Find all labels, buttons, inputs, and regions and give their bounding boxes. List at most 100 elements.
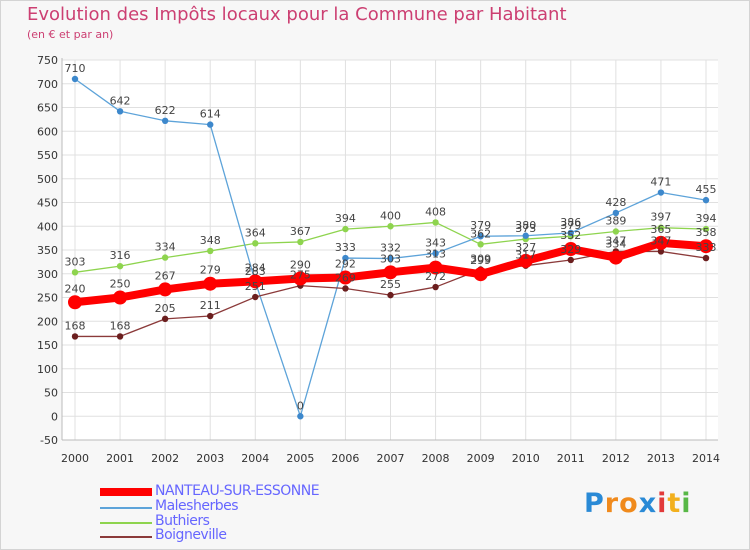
x-tick-label: 2006	[331, 452, 359, 465]
chart-subtitle: (en € et par an)	[27, 28, 114, 41]
data-point-buthiers	[252, 240, 259, 247]
data-point-malesherbes	[297, 413, 304, 420]
data-point-buthiers	[297, 238, 304, 246]
y-tick-label: 200	[37, 315, 58, 328]
data-label-nanteau: 250	[110, 278, 131, 291]
x-tick-label: 2011	[557, 452, 585, 465]
logo-letter: x	[638, 488, 658, 519]
data-point-malesherbes	[387, 255, 394, 262]
logo-letter: t	[667, 488, 682, 519]
data-point-nanteau	[293, 271, 308, 286]
y-tick-label: 650	[37, 102, 58, 115]
data-point-nanteau	[608, 250, 623, 265]
data-point-buthiers	[71, 269, 79, 276]
data-label-boigneville: 347	[650, 234, 671, 247]
data-label-nanteau: 358	[696, 226, 717, 239]
data-label-nanteau: 240	[65, 282, 86, 295]
y-tick-label: 100	[37, 363, 58, 376]
data-label-layer: 303 316 334 348 364 367 394 400 408 362 373 379 389 3…	[65, 62, 717, 412]
data-label-nanteau: 279	[200, 264, 221, 277]
data-point-nanteau	[428, 260, 443, 275]
legend-swatch-buthiers	[100, 522, 152, 524]
data-point-nanteau	[699, 239, 713, 254]
data-point-boigneville	[342, 285, 349, 292]
y-tick-label: 750	[37, 54, 58, 67]
data-label-malesherbes: 471	[650, 176, 671, 189]
legend-swatch-nanteau	[100, 488, 152, 496]
x-tick-label: 2003	[196, 452, 224, 465]
data-point-boigneville	[702, 254, 710, 262]
data-label-malesherbes: 622	[155, 104, 176, 117]
data-label-boigneville: 275	[290, 269, 311, 282]
data-label-buthiers: 389	[605, 214, 626, 227]
data-label-nanteau: 299	[470, 254, 491, 267]
data-label-boigneville: 272	[425, 270, 446, 283]
logo-letter: P	[584, 488, 605, 519]
data-label-malesherbes: 283	[245, 265, 266, 278]
data-label-malesherbes: 380	[515, 219, 536, 232]
data-point-boigneville	[71, 333, 79, 340]
data-label-buthiers: 397	[650, 211, 671, 224]
data-point-malesherbes	[522, 232, 529, 239]
data-point-nanteau	[158, 282, 173, 297]
data-label-buthiers: 316	[110, 249, 131, 262]
y-tick-label: 400	[37, 220, 58, 233]
proxiti-logo: Proxiti	[584, 488, 692, 519]
y-tick-label: 350	[37, 244, 58, 257]
data-point-nanteau	[203, 276, 218, 291]
data-label-boigneville: 211	[200, 299, 221, 312]
data-point-buthiers	[116, 262, 124, 270]
x-tick-label: 2005	[286, 452, 314, 465]
data-label-malesherbes: 332	[380, 242, 401, 255]
data-point-boigneville	[252, 293, 259, 301]
data-label-malesherbes: 642	[110, 94, 131, 107]
data-label-malesherbes: 0	[297, 399, 304, 412]
legend-label-malesherbes: Malesherbes	[155, 498, 239, 514]
legend-label-nanteau: NANTEAU-SUR-ESSONNE	[155, 483, 320, 499]
data-point-buthiers	[342, 225, 349, 233]
x-tick-label: 2002	[151, 452, 179, 465]
data-point-nanteau	[473, 267, 488, 282]
data-point-malesherbes	[612, 209, 620, 217]
data-label-malesherbes: 614	[200, 108, 221, 121]
data-label-malesherbes: 379	[470, 219, 491, 232]
x-tick-label: 2009	[467, 452, 495, 465]
legend-label-boigneville: Boigneville	[155, 527, 227, 543]
data-label-boigneville: 329	[560, 243, 581, 256]
logo-letter: o	[619, 488, 639, 519]
data-label-buthiers: 362	[470, 227, 491, 240]
legend-label-buthiers: Buthiers	[155, 513, 210, 529]
data-label-boigneville: 309	[470, 252, 491, 265]
data-point-boigneville	[432, 283, 439, 291]
data-label-nanteau: 303	[380, 252, 401, 265]
data-point-boigneville	[161, 315, 169, 323]
x-tick-label: 2010	[512, 452, 540, 465]
data-label-malesherbes: 343	[425, 236, 446, 249]
data-point-malesherbes	[432, 250, 439, 257]
data-point-buthiers	[432, 219, 439, 226]
data-label-nanteau: 292	[335, 258, 356, 271]
legend-swatch-boigneville	[100, 536, 152, 538]
y-tick-label: 300	[37, 268, 58, 281]
series-layer	[68, 75, 713, 420]
data-label-buthiers: 348	[200, 234, 221, 247]
data-point-malesherbes	[342, 254, 349, 262]
y-tick-label: 500	[37, 173, 58, 186]
data-point-nanteau	[518, 253, 533, 268]
data-point-malesherbes	[116, 108, 124, 115]
x-tick-label: 2012	[602, 452, 630, 465]
y-tick-label: 700	[37, 78, 58, 91]
data-point-buthiers	[161, 254, 169, 261]
data-point-nanteau	[653, 235, 668, 250]
data-point-malesherbes	[161, 117, 169, 125]
data-point-buthiers	[657, 224, 665, 231]
y-tick-label: 250	[37, 292, 58, 305]
data-point-nanteau	[68, 295, 82, 310]
data-point-boigneville	[116, 333, 124, 340]
x-tick-label: 2004	[241, 452, 269, 465]
x-tick-label: 2013	[647, 452, 675, 465]
data-point-malesherbes	[657, 189, 665, 196]
data-label-buthiers: 303	[65, 255, 86, 268]
data-point-buthiers	[477, 241, 484, 248]
